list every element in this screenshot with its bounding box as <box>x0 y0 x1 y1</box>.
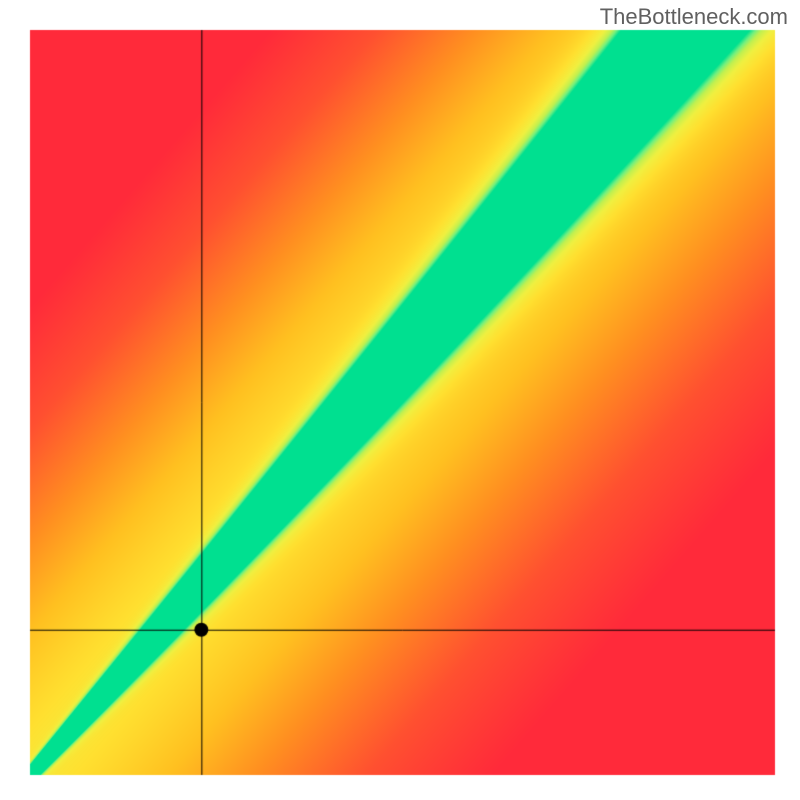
heatmap-canvas <box>0 0 800 800</box>
watermark-text: TheBottleneck.com <box>600 4 788 30</box>
chart-container: TheBottleneck.com <box>0 0 800 800</box>
